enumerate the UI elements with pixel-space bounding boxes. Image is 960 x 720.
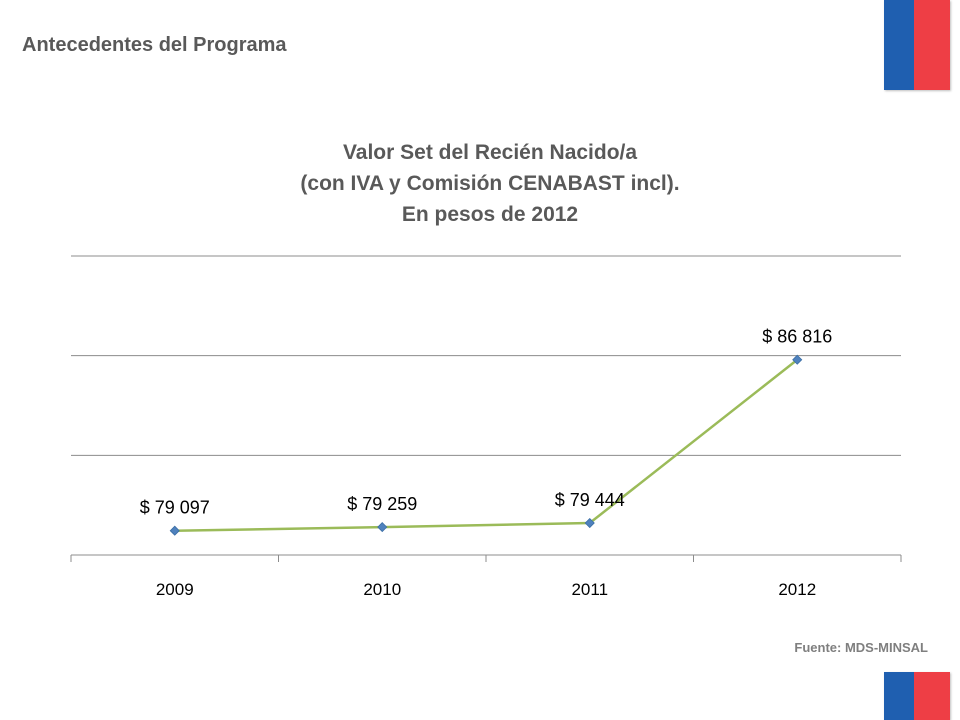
series-line: [174, 358, 799, 532]
x-tick-label: 2009: [156, 580, 194, 599]
chart-title-line-1: Valor Set del Recién Nacido/a: [342, 141, 638, 164]
x-tick-label: 2010: [363, 580, 401, 599]
flag-red-stripe: [914, 672, 950, 720]
data-label: $ 79 259: [347, 494, 417, 514]
chart-title-line-2: (con IVA y Comisión CENABAST incl).: [300, 172, 680, 195]
data-point: [169, 525, 180, 536]
flag-blue-stripe: [884, 672, 914, 720]
flag-blue-stripe: [884, 0, 914, 90]
chile-flag-emblem-top: [884, 0, 950, 90]
chart-title-line-3: En pesos de 2012: [401, 203, 579, 226]
x-tick-label: 2012: [778, 580, 816, 599]
data-point: [377, 522, 388, 533]
data-label: $ 86 816: [762, 327, 832, 347]
data-point: [792, 354, 803, 365]
flag-red-stripe: [914, 0, 950, 90]
data-label: $ 79 097: [140, 498, 210, 518]
chile-flag-emblem-bottom: [884, 672, 950, 720]
x-tick-label: 2011: [571, 580, 608, 599]
source-note: Fuente: MDS-MINSAL: [794, 640, 928, 655]
page-title: Antecedentes del Programa: [22, 34, 287, 56]
data-label: $ 79 444: [555, 490, 625, 510]
data-point: [584, 517, 595, 529]
